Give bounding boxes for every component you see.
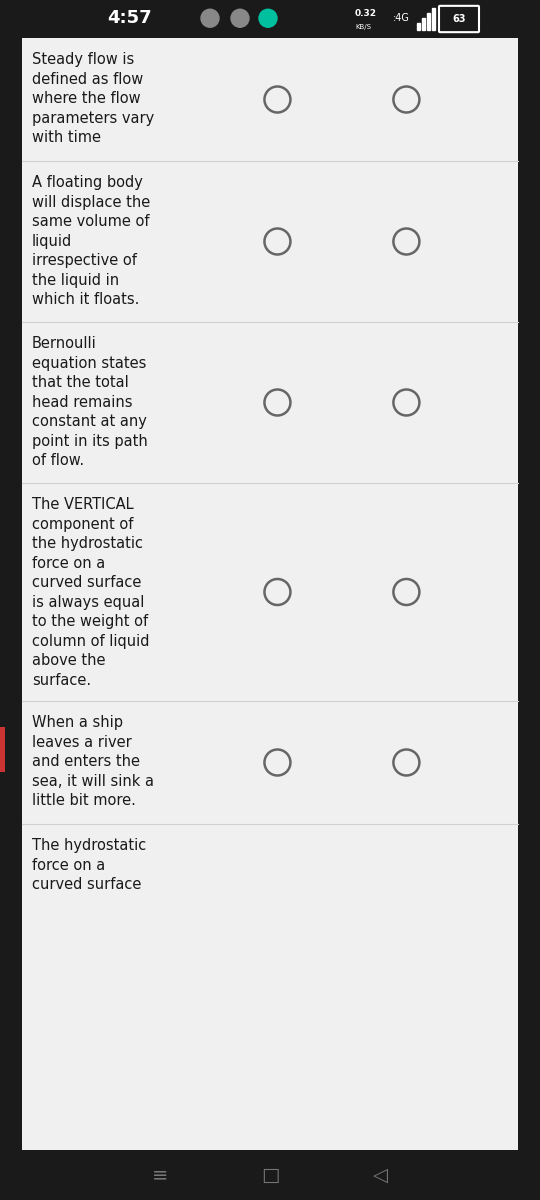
Text: :4G: :4G [393, 13, 410, 23]
Text: The hydrostatic
force on a
curved surface: The hydrostatic force on a curved surfac… [32, 838, 146, 892]
Text: Bernoulli
equation states
that the total
head remains
constant at any
point in i: Bernoulli equation states that the total… [32, 336, 148, 468]
Circle shape [231, 10, 249, 28]
Bar [22, 701, 518, 824]
Circle shape [259, 10, 277, 28]
Bar [22, 482, 518, 701]
Text: 4:57: 4:57 [107, 10, 152, 28]
Text: Steady flow is
defined as flow
where the flow
parameters vary
with time: Steady flow is defined as flow where the… [32, 52, 154, 145]
Text: ◁: ◁ [373, 1165, 388, 1184]
Bar [22, 322, 518, 482]
Bar [422, 18, 425, 30]
Bar [22, 161, 518, 322]
Text: □: □ [261, 1165, 279, 1184]
Text: ≡: ≡ [152, 1165, 168, 1184]
Text: 0.32: 0.32 [355, 8, 377, 18]
Text: When a ship
leaves a river
and enters the
sea, it will sink a
little bit more.: When a ship leaves a river and enters th… [32, 715, 154, 809]
Bar [22, 38, 518, 161]
Text: The VERTICAL
component of
the hydrostatic
force on a
curved surface
is always eq: The VERTICAL component of the hydrostati… [32, 497, 150, 688]
Bar [432, 8, 435, 30]
Text: 63: 63 [453, 14, 465, 24]
Bar [22, 824, 518, 910]
Bar [0, 727, 5, 773]
Bar [417, 23, 420, 30]
Bar [427, 13, 430, 30]
Circle shape [201, 10, 219, 28]
Text: KB/S: KB/S [355, 24, 371, 30]
Text: A floating body
will displace the
same volume of
liquid
irrespective of
the liqu: A floating body will displace the same v… [32, 175, 150, 307]
